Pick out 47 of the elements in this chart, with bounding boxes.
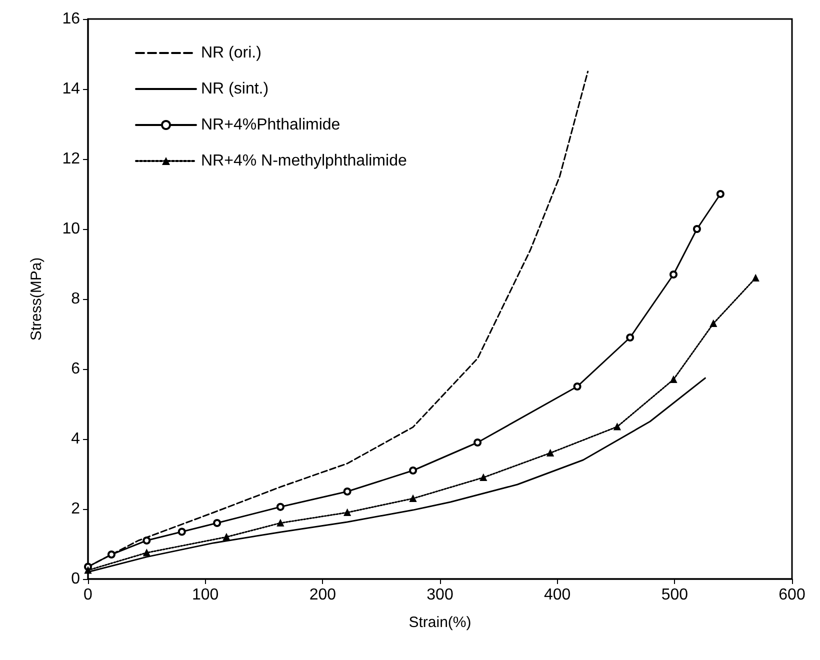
y-tick-label: 8: [71, 290, 80, 308]
point: [474, 438, 482, 446]
x-tick-label: 100: [192, 586, 219, 604]
x-axis-title: Strain(%): [408, 614, 472, 631]
point: [344, 509, 351, 516]
y-tick-label: 12: [62, 150, 80, 168]
point: [343, 488, 352, 496]
point: [573, 382, 582, 390]
point: [480, 474, 487, 481]
point: [213, 519, 222, 527]
point: [276, 520, 284, 526]
legend-label: NR+4% N-methylphthalimide: [201, 152, 407, 170]
x-tick-label: 0: [84, 586, 93, 604]
point: [692, 225, 701, 233]
legend-label: NR (ori.): [201, 44, 262, 62]
point: [142, 536, 151, 544]
point: [410, 495, 417, 502]
y-tick-label: 16: [62, 10, 80, 28]
point: [409, 466, 418, 474]
point: [752, 274, 760, 282]
y-tick-label: 0: [71, 570, 80, 588]
y-tick-label: 2: [71, 500, 80, 518]
point: [626, 334, 634, 342]
point: [276, 502, 284, 511]
point: [84, 566, 92, 574]
point: [178, 528, 186, 536]
point: [143, 549, 150, 556]
y-tick-label: 4: [71, 430, 80, 448]
y-tick-label: 10: [62, 220, 80, 238]
point: [614, 423, 621, 430]
point: [670, 376, 677, 383]
legend-label: NR+4%Phthalimide: [201, 116, 340, 134]
y-axis-title: Stress(MPa): [28, 257, 45, 341]
x-tick-label: 400: [544, 586, 571, 604]
point: [670, 270, 678, 278]
x-tick-label: 500: [661, 586, 688, 604]
y-tick-label: 6: [71, 360, 80, 378]
point: [107, 550, 116, 558]
legend-label: NR (sint.): [201, 80, 269, 98]
point: [222, 534, 230, 540]
y-tick-label: 14: [62, 80, 80, 98]
x-tick-label: 600: [778, 586, 806, 604]
point: [716, 190, 724, 198]
point: [546, 450, 554, 456]
x-tick-label: 200: [309, 586, 336, 604]
x-tick-label: 300: [426, 586, 454, 604]
point: [710, 320, 717, 327]
